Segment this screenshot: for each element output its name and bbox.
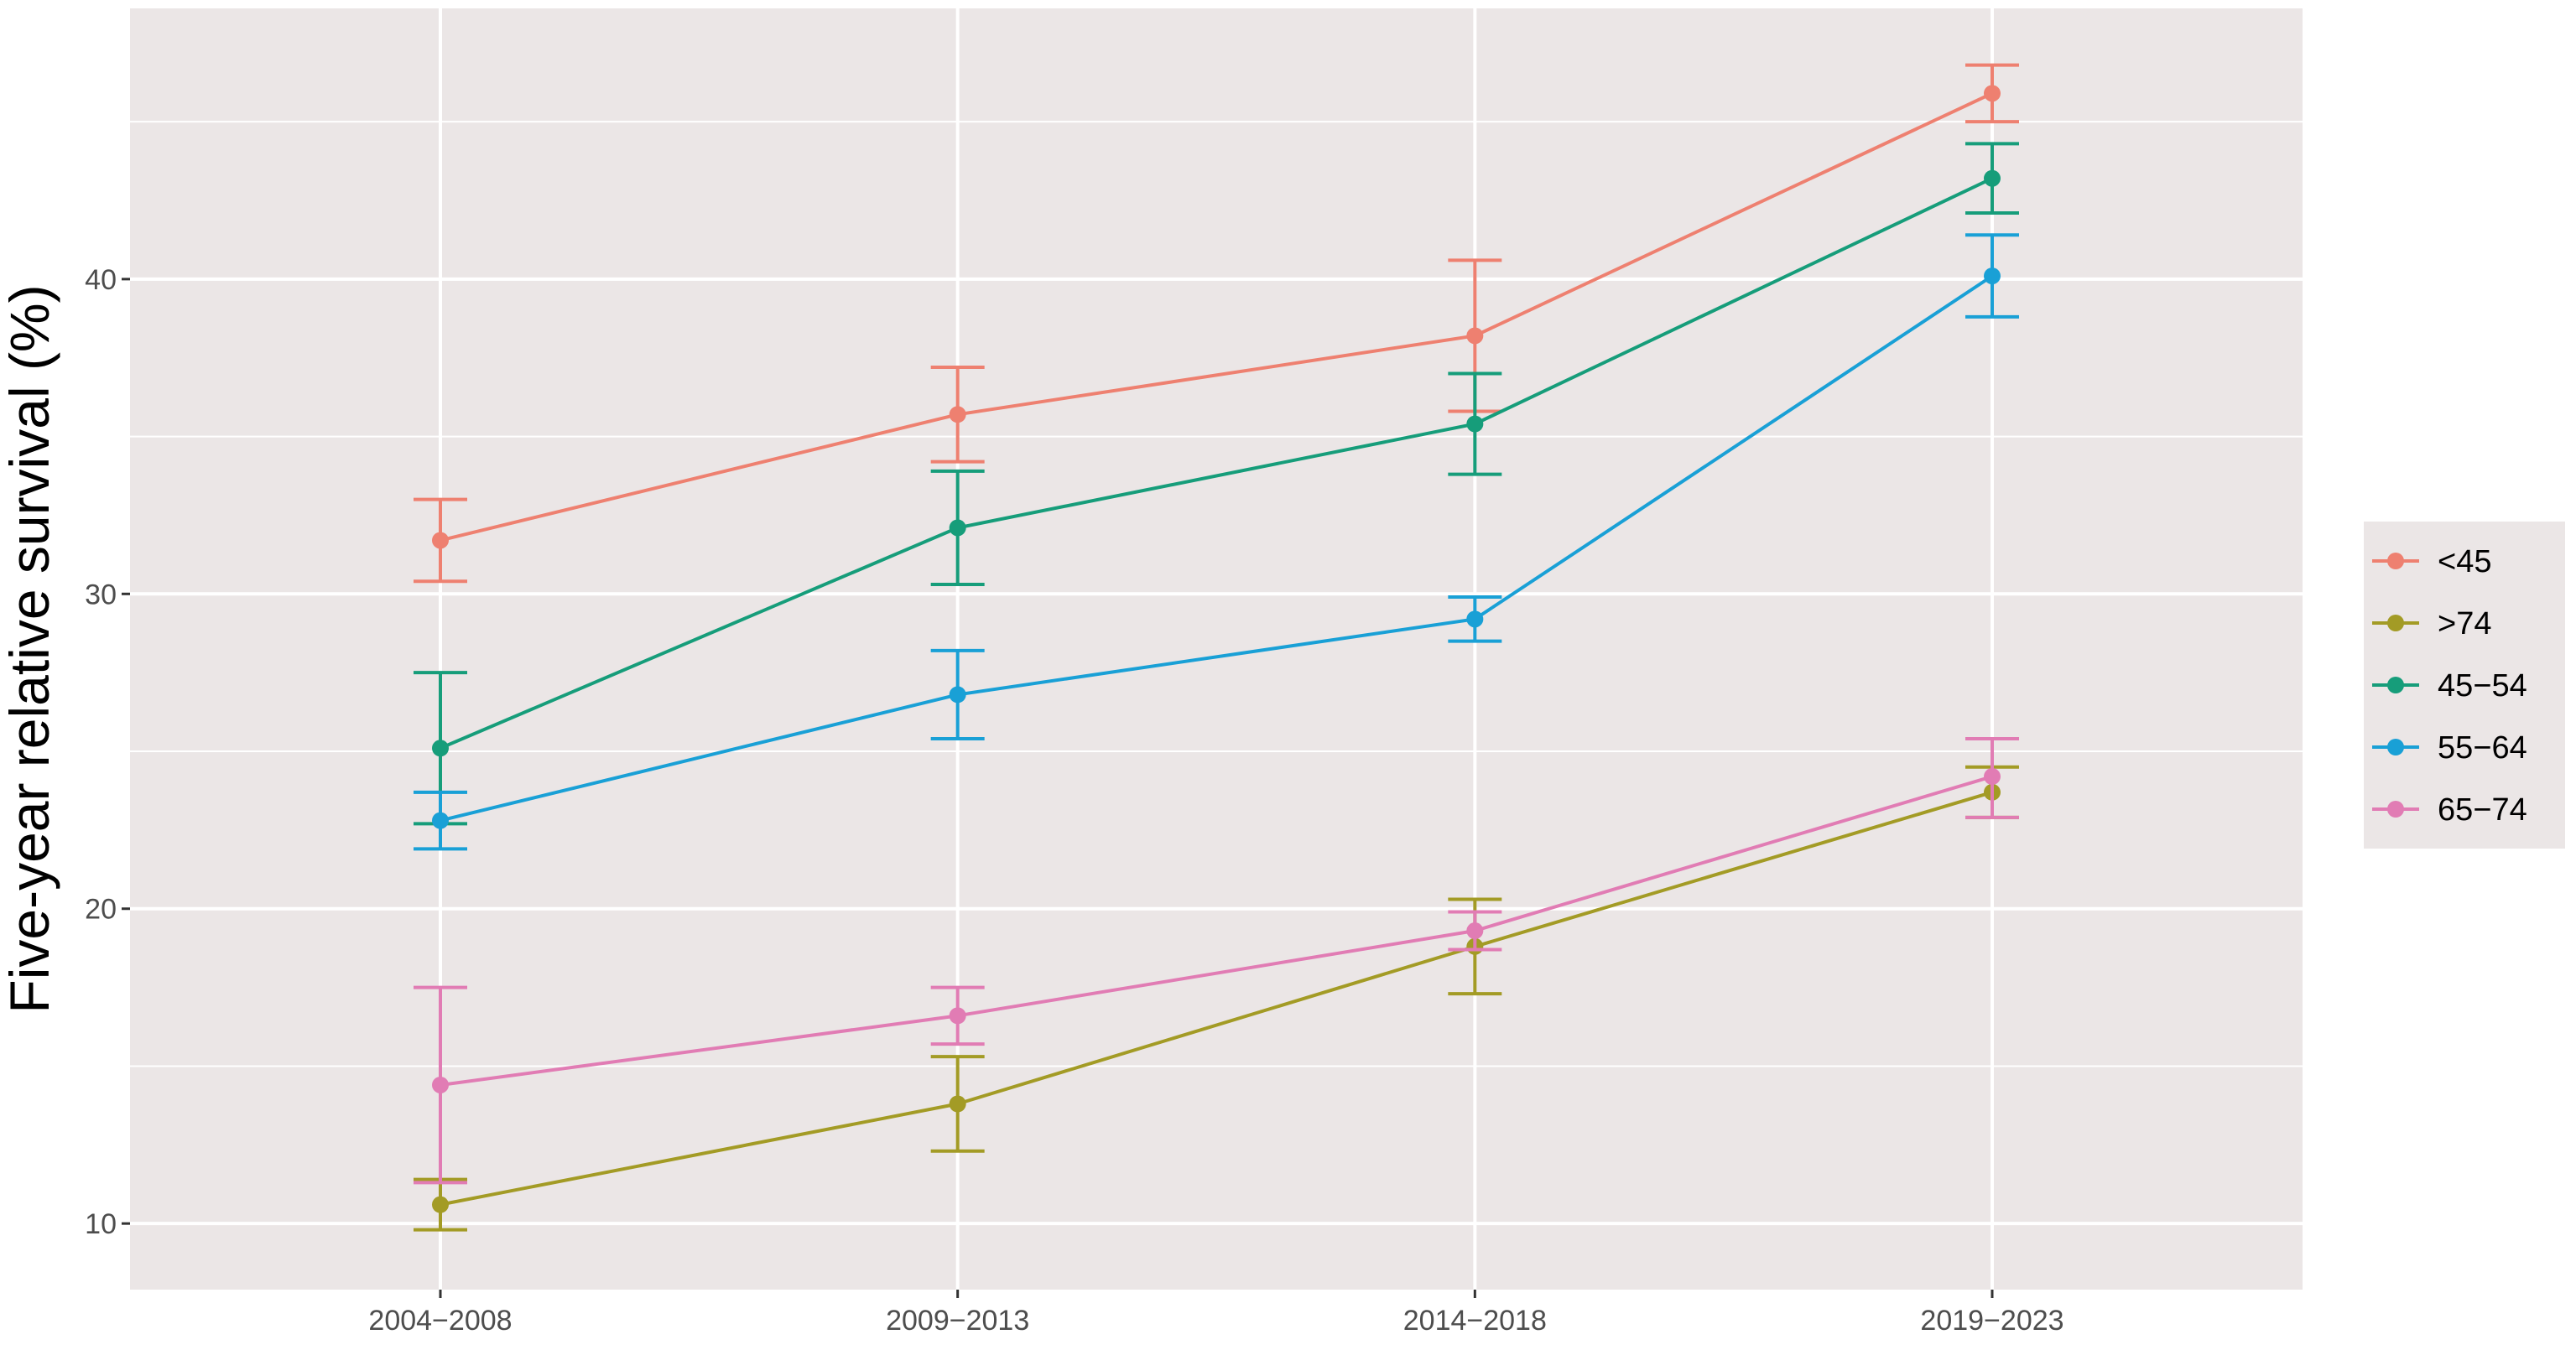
y-tick-label: 20 bbox=[85, 894, 117, 926]
series-line bbox=[440, 91, 1993, 543]
data-point bbox=[1466, 327, 1484, 345]
x-tick-label: 2009−2013 bbox=[886, 1305, 1029, 1337]
x-tick-label: 2019−2023 bbox=[1920, 1305, 2063, 1337]
legend-label: 55−64 bbox=[2438, 730, 2527, 766]
series-4 bbox=[414, 736, 2019, 1185]
x-tick-label: 2004−2008 bbox=[368, 1305, 512, 1337]
legend-item: 65−74 bbox=[2372, 792, 2527, 828]
y-axis: 10 20 30 40 bbox=[85, 264, 130, 1240]
data-point bbox=[1984, 169, 2001, 187]
legend-key-point bbox=[2387, 801, 2404, 818]
y-tick-label: 30 bbox=[85, 579, 117, 610]
data-point bbox=[432, 1196, 449, 1213]
data-point bbox=[1984, 85, 2001, 102]
grid-minor bbox=[130, 121, 2303, 1067]
panel-background bbox=[130, 8, 2303, 1290]
legend-item: 45−54 bbox=[2372, 668, 2527, 704]
legend-item: >74 bbox=[2372, 606, 2491, 641]
data-point bbox=[1984, 768, 2001, 786]
series-3 bbox=[414, 233, 2019, 851]
legend: <45 >74 45−54 55−64 65−74 bbox=[2364, 522, 2565, 849]
data-point bbox=[432, 532, 449, 549]
data-point bbox=[432, 740, 449, 757]
y-axis-title: Five-year relative survival (%) bbox=[0, 284, 60, 1013]
legend-key-point bbox=[2387, 677, 2404, 693]
series-line bbox=[440, 790, 1993, 1207]
x-axis: 2004−2008 2009−2013 2014−2018 2019−2023 bbox=[368, 1290, 2064, 1337]
x-tick-label: 2014−2018 bbox=[1403, 1305, 1547, 1337]
series-line bbox=[440, 274, 1994, 823]
legend-key-point bbox=[2387, 739, 2404, 755]
legend-key-point bbox=[2387, 553, 2404, 569]
legend-item: <45 bbox=[2372, 544, 2491, 579]
y-tick-label: 40 bbox=[85, 264, 117, 296]
legend-label: 65−74 bbox=[2438, 792, 2527, 828]
data-point bbox=[949, 519, 966, 537]
legend-item: 55−64 bbox=[2372, 730, 2527, 766]
legend-label: 45−54 bbox=[2438, 668, 2527, 704]
data-point bbox=[1984, 267, 2001, 285]
data-point bbox=[432, 1076, 449, 1093]
series-line bbox=[440, 775, 1993, 1087]
legend-label: >74 bbox=[2438, 606, 2491, 641]
data-point bbox=[949, 1007, 966, 1025]
legend-label: <45 bbox=[2438, 544, 2491, 579]
data-point bbox=[1466, 415, 1484, 433]
data-point bbox=[1466, 610, 1484, 628]
data-point bbox=[1466, 922, 1484, 940]
series-line bbox=[440, 176, 1993, 750]
data-point bbox=[949, 686, 966, 704]
data-point bbox=[432, 812, 449, 829]
data-point bbox=[949, 1095, 966, 1113]
data-point bbox=[949, 406, 966, 423]
series-layer bbox=[414, 63, 2019, 1232]
series-0 bbox=[414, 63, 2019, 584]
legend-key-point bbox=[2387, 615, 2404, 631]
y-tick-label: 10 bbox=[85, 1208, 117, 1240]
